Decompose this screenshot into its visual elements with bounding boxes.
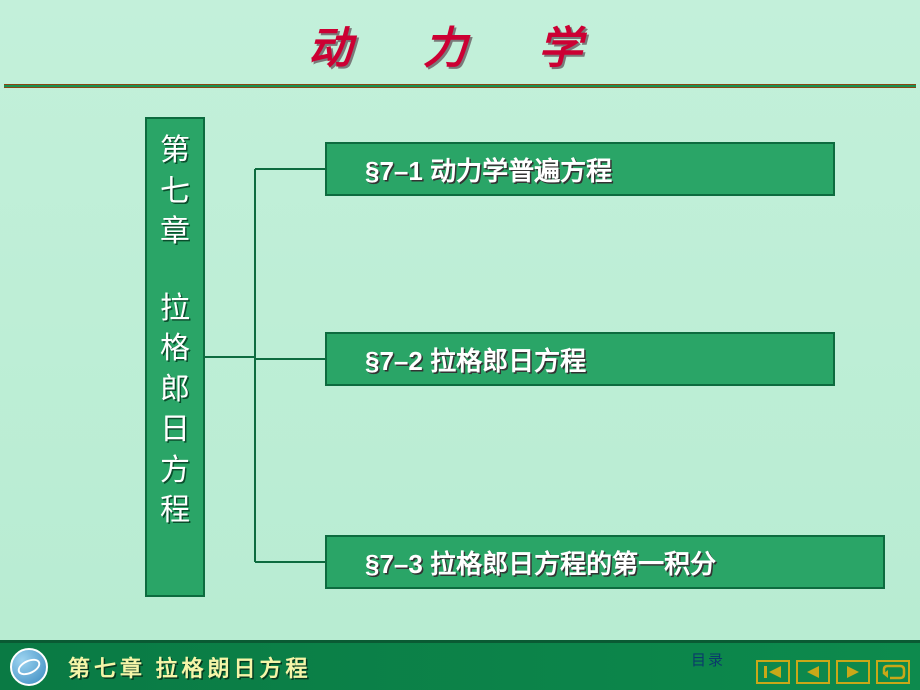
- first-icon: [763, 665, 783, 679]
- chapter-char: 格: [160, 329, 190, 370]
- chapter-vertical-box: 第 七 章 拉 格 郎 日 方 程: [145, 117, 205, 597]
- logo-icon: [10, 648, 48, 686]
- section-link-7-1[interactable]: §7–1 动力学普遍方程: [325, 142, 835, 196]
- slide-body: 动 力 学 第 七 章 拉 格 郎 日 方 程 §7–1 动力学普遍: [0, 0, 920, 640]
- chapter-char: 拉: [160, 289, 190, 330]
- logo-inner-icon: [15, 655, 43, 678]
- chapter-char: 日: [160, 410, 190, 451]
- nav-next-button[interactable]: [836, 660, 870, 684]
- chapter-char: 程: [160, 491, 190, 532]
- content-area: 第 七 章 拉 格 郎 日 方 程 §7–1 动力学普遍方程 §7–2 拉格郎日…: [0, 87, 920, 647]
- nav-button-group: [756, 660, 910, 684]
- chapter-char: 章: [160, 212, 190, 253]
- section-label: §7–3 拉格郎日方程的第一积分: [365, 544, 716, 581]
- chapter-char: 第: [160, 131, 190, 172]
- nav-return-button[interactable]: [876, 660, 910, 684]
- next-icon: [843, 665, 863, 679]
- nav-prev-button[interactable]: [796, 660, 830, 684]
- section-label: §7–1 动力学普遍方程: [365, 151, 612, 188]
- section-link-7-3[interactable]: §7–3 拉格郎日方程的第一积分: [325, 535, 885, 589]
- nav-first-button[interactable]: [756, 660, 790, 684]
- chapter-char: 郎: [160, 370, 190, 411]
- section-link-7-2[interactable]: §7–2 拉格郎日方程: [325, 332, 835, 386]
- toc-link[interactable]: 目录: [691, 649, 725, 670]
- return-icon: [880, 664, 906, 680]
- footer-bar: 第七章 拉格朗日方程 目录: [0, 640, 920, 690]
- footer-title: 第七章 拉格朗日方程: [68, 651, 312, 683]
- chapter-char: 七: [160, 172, 190, 213]
- page-title: 动 力 学: [0, 0, 920, 76]
- section-label: §7–2 拉格郎日方程: [365, 341, 586, 378]
- chapter-char: 方: [160, 451, 190, 492]
- prev-icon: [803, 665, 823, 679]
